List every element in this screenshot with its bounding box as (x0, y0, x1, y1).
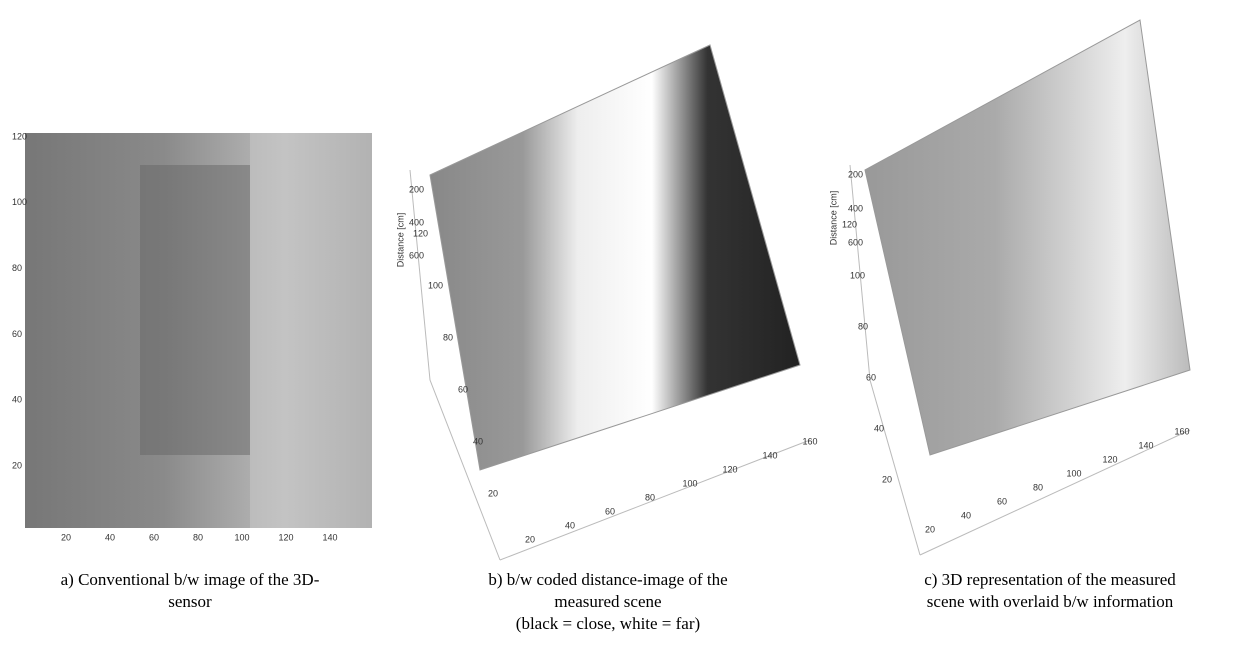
x-tick-label: 120 (278, 532, 293, 542)
y-tick-label: 60 (458, 384, 468, 394)
y-tick-label: 80 (443, 332, 453, 342)
x-tick-label: 80 (1033, 482, 1043, 492)
x-tick-label: 20 (525, 534, 535, 544)
x-tick-label: 80 (645, 492, 655, 502)
y-tick-label: 40 (874, 423, 884, 433)
y-tick-label: 100 (12, 197, 27, 207)
y-tick-label: 80 (858, 321, 868, 331)
y-tick-label: 40 (473, 436, 483, 446)
x-tick-label: 40 (961, 510, 971, 520)
x-tick-label: 100 (682, 478, 697, 488)
door (140, 165, 250, 455)
x-tick-label: 100 (1066, 468, 1081, 478)
y-tick-label: 60 (866, 372, 876, 382)
y-tick-label: 60 (12, 329, 22, 339)
y-tick-label: 80 (12, 263, 22, 273)
z-tick-label: 200 (409, 184, 424, 194)
y-tick-label: 20 (882, 474, 892, 484)
z-tick-label: 600 (848, 237, 863, 247)
y-tick-label: 120 (12, 131, 27, 141)
x-tick-label: 40 (105, 532, 115, 542)
x-tick-label: 60 (605, 506, 615, 516)
x-tick-label: 160 (1174, 426, 1189, 436)
caption-line: a) Conventional b/w image of the 3D- (61, 570, 320, 589)
x-tick-label: 40 (565, 520, 575, 530)
y-tick-label: 20 (488, 488, 498, 498)
caption-line: sensor (168, 592, 212, 611)
y-tick-label: 120 (842, 219, 857, 229)
x-tick-label: 80 (193, 532, 203, 542)
caption-line: (black = close, white = far) (516, 614, 700, 633)
x-tick-label: 20 (61, 532, 71, 542)
x-tick-label: 20 (925, 524, 935, 534)
axis-label: Distance [cm] (828, 191, 838, 246)
y-tick-label: 120 (413, 228, 428, 238)
caption-line: measured scene (554, 592, 661, 611)
y-tick-label: 20 (12, 460, 22, 470)
x-tick-label: 60 (997, 496, 1007, 506)
caption-line: b) b/w coded distance-image of the (488, 570, 727, 589)
z-tick-label: 400 (409, 217, 424, 227)
x-tick-label: 140 (1138, 440, 1153, 450)
overlay-surface (865, 20, 1190, 455)
caption-line: c) 3D representation of the measured (924, 570, 1176, 589)
x-tick-label: 100 (234, 532, 249, 542)
x-tick-label: 120 (1102, 454, 1117, 464)
z-tick-label: 400 (848, 203, 863, 213)
distance-surface (430, 45, 800, 470)
z-tick-label: 600 (409, 250, 424, 260)
z-tick-label: 200 (848, 169, 863, 179)
x-tick-label: 160 (802, 436, 817, 446)
figure: 20 40 60 80 100 120 140 120 100 80 60 40 20 a) Conven… (0, 0, 1246, 652)
x-tick-label: 120 (722, 464, 737, 474)
y-tick-label: 40 (12, 395, 22, 405)
caption-line: scene with overlaid b/w information (927, 592, 1174, 611)
axis-label: Distance [cm] (395, 213, 405, 268)
y-tick-label: 100 (428, 280, 443, 290)
x-tick-label: 60 (149, 532, 159, 542)
x-tick-label: 140 (322, 532, 337, 542)
y-tick-label: 100 (850, 270, 865, 280)
person (250, 133, 372, 528)
x-tick-label: 140 (762, 450, 777, 460)
